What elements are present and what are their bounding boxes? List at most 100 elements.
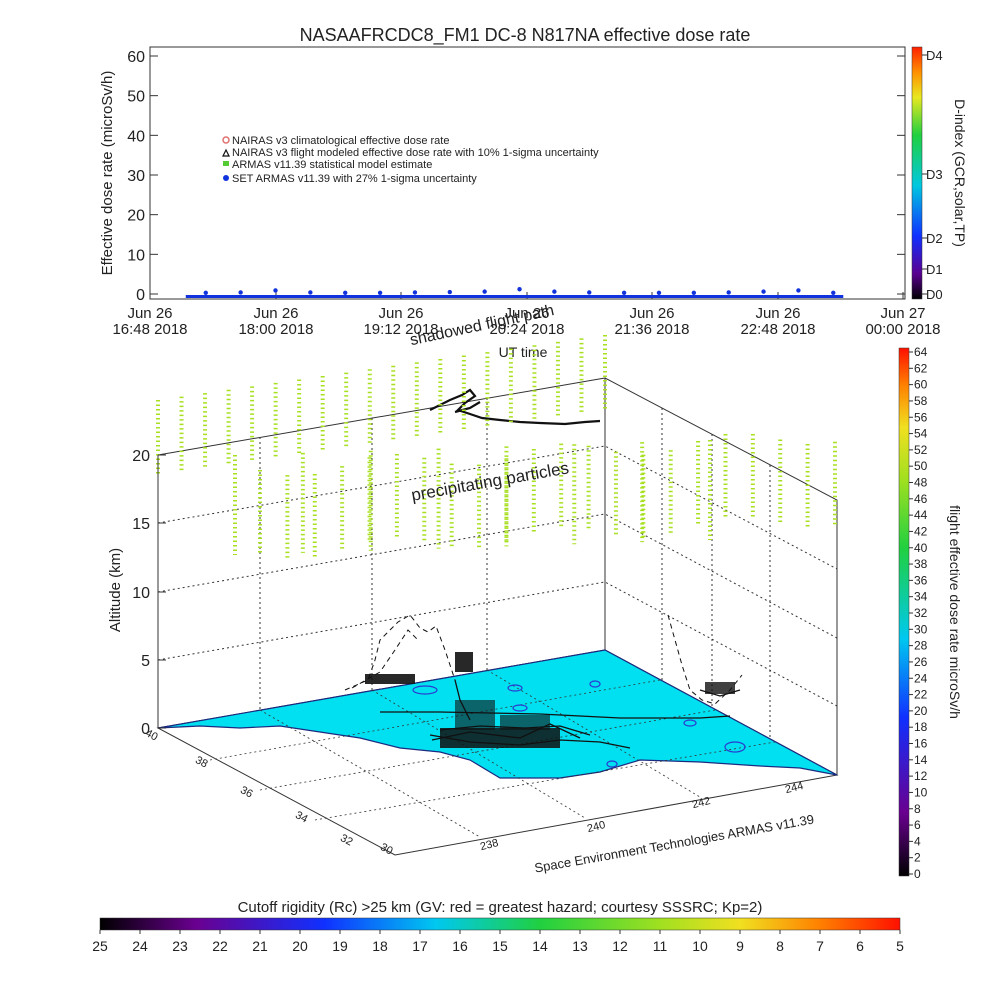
top-y-tick-label: 10 — [127, 247, 145, 264]
precipitating-particles — [156, 335, 837, 561]
dose-colorbar-tick-label: 18 — [914, 720, 928, 734]
chart-title: NASAAFRCDC8_FM1 DC-8 N817NA effective do… — [300, 25, 751, 46]
precipitating-particles-label: precipitating particles — [410, 458, 571, 504]
wall-gridlines — [259, 398, 771, 740]
series-baseline — [185, 295, 844, 298]
longitude-tick-label: 242 — [691, 795, 712, 811]
top-y-tick-label: 30 — [127, 168, 145, 185]
top-y-tick-label: 0 — [136, 287, 145, 304]
top-x-axis-label: UT time — [499, 344, 548, 360]
floor-cyan-region — [157, 649, 838, 779]
legend-marker-set-armas — [223, 175, 229, 181]
series-point — [343, 290, 348, 296]
altitude-tick-label: 20 — [132, 448, 150, 465]
cutoff-tick-label: 13 — [572, 938, 588, 954]
latitude-tick-label: 40 — [143, 727, 159, 743]
longitude-tick-label: 244 — [784, 780, 805, 796]
dindex-tick-label: D3 — [926, 167, 943, 182]
dose-colorbar-tick-label: 28 — [914, 639, 928, 653]
altitude-axis-label: Altitude (km) — [107, 548, 124, 632]
cutoff-tick-label: 10 — [692, 938, 708, 954]
series-point — [308, 290, 313, 295]
series-point — [552, 289, 557, 294]
longitude-ticks: 238 240 242 244 — [479, 780, 805, 853]
legend-label-nairas-flight: NAIRAS v3 flight modeled effective dose … — [232, 147, 599, 159]
series-point — [656, 290, 662, 296]
latitude-tick-label: 32 — [338, 832, 354, 848]
dose-colorbar-tick-label: 6 — [914, 818, 921, 832]
top-x-tick-date: Jun 26 — [253, 305, 298, 322]
dose-colorbar-tick-label: 48 — [914, 476, 928, 490]
cutoff-tick-label: 11 — [653, 938, 668, 954]
dose-colorbar-tick-label: 26 — [914, 655, 928, 669]
top-y-axis: 0 10 20 30 40 50 60 — [127, 49, 905, 304]
top-x-tick-time: 22:48 2018 — [740, 321, 815, 338]
dose-colorbar-tick-label: 44 — [914, 508, 928, 522]
top-x-tick-date: Jun 26 — [629, 305, 674, 322]
dose-colorbar-tick-label: 12 — [914, 769, 928, 783]
series-point — [587, 290, 592, 295]
floor-gridlines — [209, 669, 776, 838]
dose-colorbar-tick-label: 24 — [914, 671, 928, 685]
cutoff-tick-label: 18 — [372, 938, 388, 954]
series-point — [273, 288, 278, 293]
top-x-tick-time: 16:48 2018 — [112, 321, 187, 338]
top-x-tick-date: Jun 27 — [880, 305, 925, 322]
series-point — [482, 289, 487, 294]
cutoff-tick-label: 16 — [452, 938, 468, 954]
dose-colorbar-tick-label: 64 — [914, 345, 928, 359]
altitude-ticks: 0 5 10 15 20 — [132, 448, 166, 738]
legend-label-armas-model: ARMAS v11.39 statistical model estimate — [232, 159, 432, 171]
series-point — [691, 290, 697, 296]
dose-colorbar-tick-label: 38 — [914, 557, 928, 571]
elevated-flight-path — [429, 388, 601, 426]
top-x-tick-time: 19:12 2018 — [363, 321, 438, 338]
cutoff-label: Cutoff rigidity (Rc) >25 km (GV: red = g… — [238, 899, 763, 916]
dose-colorbar-tick-label: 2 — [914, 851, 921, 865]
top-x-tick-date: Jun 26 — [504, 305, 549, 322]
cutoff-tick-label: 22 — [212, 938, 228, 954]
dindex-tick-label: D2 — [926, 231, 943, 246]
cutoff-tick-label: 8 — [776, 938, 784, 954]
dose-colorbar-tick-label: 16 — [914, 737, 928, 751]
top-x-tick-time: 18:00 2018 — [238, 321, 313, 338]
series-point — [447, 289, 453, 295]
legend-marker-nairas-flight — [222, 148, 230, 157]
altitude-gridlines — [157, 445, 838, 707]
legend-marker-armas-model — [223, 161, 229, 166]
series-point — [796, 288, 801, 293]
dose-colorbar-tick-label: 34 — [914, 590, 928, 604]
latitude-ticks: 30 32 34 36 38 40 — [143, 727, 394, 857]
dose-colorbar-tick-label: 56 — [914, 410, 928, 424]
latitude-tick-label: 38 — [193, 754, 209, 770]
cutoff-tick-label: 12 — [612, 938, 628, 954]
cutoff-tick-label: 9 — [736, 938, 744, 954]
cutoff-tick-label: 21 — [252, 938, 268, 954]
cutoff-tick-label: 23 — [172, 938, 188, 954]
longitude-tick-label: 238 — [479, 837, 500, 853]
dindex-label: D-index (GCR,solar,TP) — [952, 99, 968, 247]
dose-colorbar-tick-label: 54 — [914, 427, 928, 441]
dose-colorbar-tick-label: 0 — [914, 867, 921, 881]
top-legend: NAIRAS v3 climatological effective dose … — [222, 135, 599, 185]
series-point — [412, 290, 418, 295]
series-point — [621, 290, 627, 296]
dose-colorbar-tick-label: 60 — [914, 378, 928, 392]
altitude-tick-label: 10 — [132, 585, 150, 602]
latitude-tick-label: 34 — [293, 809, 309, 825]
dose-colorbar-tick-label: 8 — [914, 802, 921, 816]
dose-colorbar-tick-label: 4 — [914, 834, 921, 848]
series-point — [377, 290, 383, 296]
latitude-tick-label: 36 — [238, 784, 254, 800]
longitude-tick-label: 240 — [586, 819, 607, 835]
dose-colorbar — [898, 347, 910, 877]
cutoff-tick-label: 17 — [412, 938, 428, 954]
top-x-tick-date: Jun 26 — [127, 305, 172, 322]
legend-marker-nairas-climatological — [222, 136, 230, 144]
legend-label-set-armas: SET ARMAS v11.39 with 27% 1-sigma uncert… — [232, 173, 477, 185]
rigidity-contours — [412, 680, 746, 768]
cutoff-tick-label: 24 — [132, 938, 148, 954]
altitude-tick-label: 5 — [141, 653, 150, 670]
